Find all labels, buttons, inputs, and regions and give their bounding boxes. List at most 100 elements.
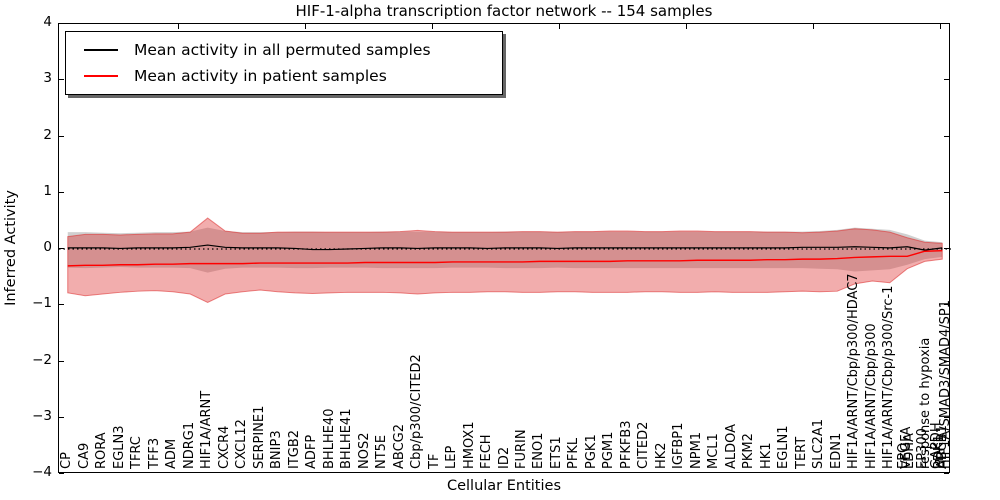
y-tick-label: 3 [43, 70, 52, 87]
x-category-label: PGM1 [601, 431, 617, 469]
x-category-label: BHLHE41 [339, 408, 355, 469]
x-tick-mark [813, 24, 814, 29]
y-tick-label: −2 [32, 351, 52, 368]
x-category-label: CITED2 [636, 421, 652, 469]
plot-area [58, 23, 951, 473]
y-tick-mark [944, 473, 949, 474]
x-category-label: HK2 [653, 442, 669, 469]
x-category-label: ID2 [496, 446, 512, 469]
y-tick-mark [59, 191, 64, 193]
x-category-label: ABCG2 [391, 423, 407, 469]
x-tick-mark [559, 24, 560, 29]
x-category-label: SLC2A1 [811, 418, 827, 469]
x-category-label: BNIP3 [269, 430, 285, 469]
x-category-label: LEP [444, 445, 460, 469]
y-tick-mark [944, 23, 949, 24]
y-tick-mark [59, 23, 64, 24]
chart-canvas [59, 217, 951, 303]
y-tick-label: −4 [32, 464, 52, 480]
y-tick-mark [944, 416, 949, 418]
x-category-label: LDHA [901, 433, 917, 469]
x-category-label: EDN1 [828, 432, 844, 469]
permuted-mean-line [67, 244, 943, 251]
y-tick-mark [59, 304, 64, 306]
x-tick-mark [686, 24, 687, 29]
x-category-label: ADFP [304, 434, 320, 469]
x-category-label: HIF1A/ARNT [199, 390, 215, 469]
x-tick-mark [305, 24, 306, 29]
legend-label-patient: Mean activity in patient samples [134, 67, 387, 86]
x-category-label: CXCR4 [216, 425, 232, 469]
y-tick-mark [944, 135, 949, 137]
x-category-label: TERT [793, 436, 809, 469]
y-tick-mark [59, 360, 64, 362]
x-category-label: NT5E [374, 434, 390, 469]
y-tick-mark [944, 304, 949, 306]
x-category-label: NDRG1 [181, 421, 197, 469]
x-category-label: CP [59, 452, 75, 469]
x-category-label: PFKL [566, 437, 582, 469]
y-tick-mark [59, 135, 64, 137]
y-tick-mark [59, 473, 64, 474]
x-category-label: MCL1 [706, 433, 722, 469]
x-category-label: CXCL12 [234, 419, 250, 469]
x-category-label: EGLN3 [111, 425, 127, 469]
x-category-label: NOS2 [356, 432, 372, 469]
y-tick-mark [944, 191, 949, 193]
y-tick-mark [944, 79, 949, 81]
x-category-label: ADM [164, 438, 180, 469]
x-tick-mark [940, 24, 941, 29]
legend: Mean activity in all permuted samples Me… [65, 31, 503, 95]
legend-entry-permuted: Mean activity in all permuted samples [66, 41, 502, 59]
x-category-label: HK1 [758, 442, 774, 469]
x-category-label: FECH [479, 434, 494, 469]
y-tick-label: 2 [43, 126, 52, 143]
x-category-label: TF [426, 453, 442, 469]
x-category-label: IGFBP1 [671, 422, 687, 469]
x-tick-mark [432, 24, 433, 29]
x-category-label: HIF1A/ARNT/Cbp/p300 [863, 323, 879, 469]
x-category-label: ENO1 [531, 432, 547, 469]
y-tick-mark [944, 248, 949, 249]
y-tick-mark [59, 248, 64, 249]
x-category-label: Cbp/p300/CITED2 [409, 354, 425, 469]
x-category-label: ETS1 [548, 436, 564, 469]
x-tick-mark [178, 24, 179, 29]
chart-title: HIF-1-alpha transcription factor network… [295, 2, 713, 20]
x-category-label: BHLHE40 [321, 408, 337, 469]
x-category-label: HMOX1 [461, 421, 477, 469]
y-tick-label: 1 [43, 182, 52, 199]
x-category-label: FURIN [513, 429, 529, 469]
patient-mean-line [67, 249, 943, 267]
y-tick-label: 0 [43, 239, 52, 255]
x-category-label: EGLN1 [776, 425, 792, 469]
patient-std-band [67, 217, 943, 303]
x-category-label: HIF1A/SMAD3/SMAD4/SP1 [938, 299, 954, 469]
x-category-label: CA9 [76, 442, 92, 469]
x-category-label: SERPINE1 [251, 405, 267, 469]
legend-line-swatch-permuted [84, 48, 118, 51]
x-axis-label: Cellular Entities [446, 478, 562, 494]
x-category-label: PGK1 [583, 434, 599, 469]
x-category-label: RORA [94, 432, 110, 469]
x-category-label: HIF1A/ARNT/Cbp/p300/HDAC7 [846, 273, 862, 469]
y-tick-label: −3 [32, 407, 52, 424]
x-category-label: PKM2 [741, 433, 757, 469]
y-tick-mark [59, 79, 64, 81]
legend-entry-patient: Mean activity in patient samples [66, 67, 502, 85]
legend-line-swatch-patient [84, 75, 118, 78]
x-category-label: NPM1 [688, 431, 704, 469]
x-category-label: ITGB2 [286, 429, 302, 469]
x-category-label: TFF3 [146, 437, 162, 469]
y-tick-mark [59, 416, 64, 418]
x-category-label: ALDOA [723, 423, 739, 469]
x-category-label: HIF1A/ARNT/Cbp/p300/Src-1 [881, 285, 897, 469]
y-tick-label: 4 [43, 14, 52, 30]
legend-label-permuted: Mean activity in all permuted samples [134, 40, 431, 59]
y-tick-label: −1 [32, 295, 52, 312]
permuted-std-band [67, 227, 943, 273]
x-category-label: PFKFB3 [618, 420, 634, 469]
x-category-label: TFRC [129, 436, 145, 469]
y-tick-mark [944, 360, 949, 362]
